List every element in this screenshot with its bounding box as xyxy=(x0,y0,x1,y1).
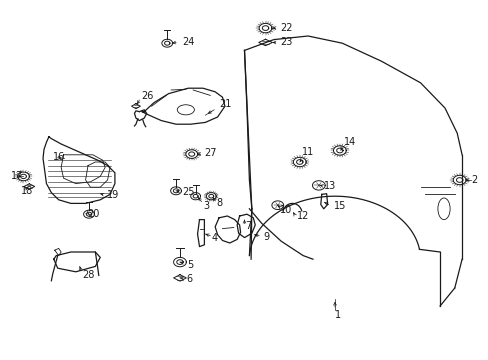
Text: 3: 3 xyxy=(203,201,209,211)
Text: 15: 15 xyxy=(333,201,345,211)
Text: 20: 20 xyxy=(87,209,99,219)
Text: 11: 11 xyxy=(302,147,314,157)
Text: 7: 7 xyxy=(245,221,251,231)
Text: 22: 22 xyxy=(280,23,292,33)
Text: 9: 9 xyxy=(263,232,269,242)
Text: 14: 14 xyxy=(343,137,355,147)
Text: 6: 6 xyxy=(186,274,193,284)
Text: 10: 10 xyxy=(279,204,291,215)
Text: 24: 24 xyxy=(182,37,194,48)
Text: 12: 12 xyxy=(296,211,308,221)
Text: 25: 25 xyxy=(182,186,195,197)
Text: 13: 13 xyxy=(324,181,336,191)
Text: 23: 23 xyxy=(280,37,292,48)
Text: 17: 17 xyxy=(11,171,23,181)
Text: 2: 2 xyxy=(470,175,476,185)
Text: 1: 1 xyxy=(334,310,341,320)
Text: 8: 8 xyxy=(216,198,223,208)
Text: 19: 19 xyxy=(106,190,119,200)
Text: 16: 16 xyxy=(53,152,65,162)
Text: 21: 21 xyxy=(219,99,231,109)
Text: 5: 5 xyxy=(186,260,193,270)
Text: 4: 4 xyxy=(211,233,218,243)
Text: 26: 26 xyxy=(141,91,153,102)
Text: 28: 28 xyxy=(82,270,94,280)
Text: 27: 27 xyxy=(204,148,217,158)
Text: 18: 18 xyxy=(20,186,33,196)
